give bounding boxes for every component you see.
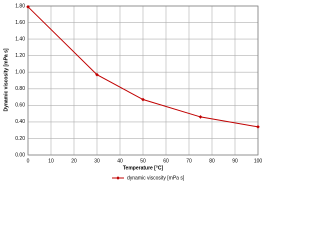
x-tick-label: 50 bbox=[140, 158, 146, 164]
y-tick-label: 1.40 bbox=[15, 36, 25, 42]
chart: Temperature [°C] Dynamic viscosity [mPa … bbox=[0, 0, 276, 183]
data-point bbox=[26, 5, 30, 9]
x-axis-title: Temperature [°C] bbox=[123, 165, 164, 171]
plot-border bbox=[27, 5, 259, 156]
x-tick-label: 60 bbox=[163, 158, 169, 164]
y-tick-label: 0.00 bbox=[15, 152, 25, 158]
y-tick-label: 1.60 bbox=[15, 20, 25, 26]
y-tick-label: 0.40 bbox=[15, 119, 25, 125]
y-tick-label: 1.00 bbox=[15, 70, 25, 76]
legend-marker bbox=[116, 176, 120, 180]
y-tick-label: 1.80 bbox=[15, 3, 25, 9]
y-tick-label: 1.20 bbox=[15, 53, 25, 59]
data-point bbox=[141, 97, 145, 102]
x-tick-label: 100 bbox=[254, 158, 263, 164]
x-tick-label: 30 bbox=[94, 158, 100, 164]
background bbox=[0, 0, 276, 183]
x-tick-label: 80 bbox=[209, 158, 215, 164]
x-tick-label: 40 bbox=[117, 158, 123, 164]
x-tick-label: 20 bbox=[71, 158, 77, 164]
y-tick-label: 0.80 bbox=[15, 86, 25, 92]
x-tick-label: 90 bbox=[232, 158, 238, 164]
x-tick-label: 0 bbox=[27, 158, 30, 164]
y-axis-title: Dynamic viscosity [mPa s] bbox=[3, 48, 9, 111]
data-point bbox=[198, 115, 203, 119]
data-point bbox=[95, 72, 99, 77]
data-point bbox=[256, 125, 260, 129]
y-tick-label: 0.20 bbox=[15, 136, 25, 142]
legend-label: dynamic viscosity [mPa s] bbox=[127, 175, 185, 181]
x-tick-label: 70 bbox=[186, 158, 192, 164]
x-tick-label: 10 bbox=[48, 158, 54, 164]
y-tick-label: 0.60 bbox=[15, 103, 25, 109]
